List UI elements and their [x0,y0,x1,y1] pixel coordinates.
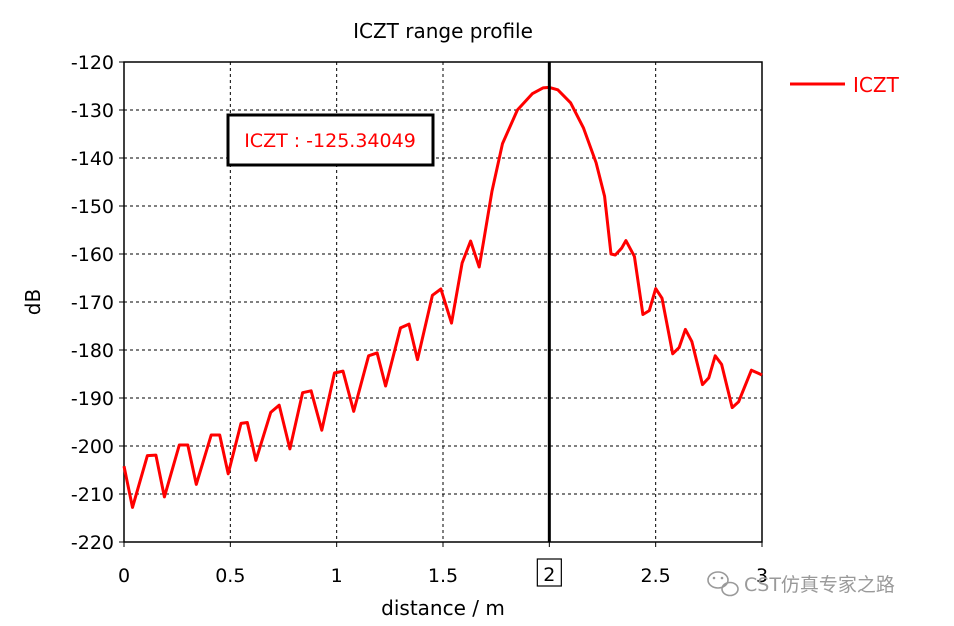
x-tick-label: 0.5 [215,565,245,587]
y-tick-label: -130 [71,100,114,122]
x-tick-label: 1 [331,565,343,587]
legend-label-iczt: ICZT [853,73,900,97]
annotation-text: ICZT : -125.34049 [244,130,416,152]
x-tick-label: 3 [756,565,768,587]
cursor-x-label: 2 [543,564,555,586]
series-group [122,85,763,509]
x-axis-label: distance / m [381,596,505,620]
y-tick-label: -190 [71,388,114,410]
marker-cursor[interactable]: 2 [536,62,562,587]
y-tick-label: -180 [71,340,114,362]
y-tick-label: -140 [71,148,114,170]
x-tick-label: 1.5 [428,565,458,587]
grid-lines [124,62,762,542]
y-tick-label: -160 [71,244,114,266]
x-tick-label: 2.5 [641,565,671,587]
series-line-iczt [122,85,763,509]
watermark: CST仿真专家之路 [707,571,895,597]
legend: ICZT [790,73,900,97]
y-tick-label: -150 [71,196,114,218]
y-tick-label: -210 [71,484,114,506]
x-tick-label: 0 [118,565,130,587]
y-tick-label: -170 [71,292,114,314]
wechat-icon [707,571,739,597]
watermark-text: CST仿真专家之路 [744,574,895,596]
x-axis: 0 0.5 1 1.5 2.5 3 [118,542,768,587]
y-tick-label: -120 [71,52,114,74]
y-axis-label: dB [21,289,45,315]
chart-title: ICZT range profile [353,19,533,43]
cursor-label-box[interactable] [536,558,562,587]
annotation-box: ICZT : -125.34049 [226,113,435,167]
y-tick-label: -220 [71,532,114,554]
y-axis: -120 -130 -140 -150 -160 -170 -180 -190 -200 -210… [71,52,124,554]
y-tick-label: -200 [71,436,114,458]
